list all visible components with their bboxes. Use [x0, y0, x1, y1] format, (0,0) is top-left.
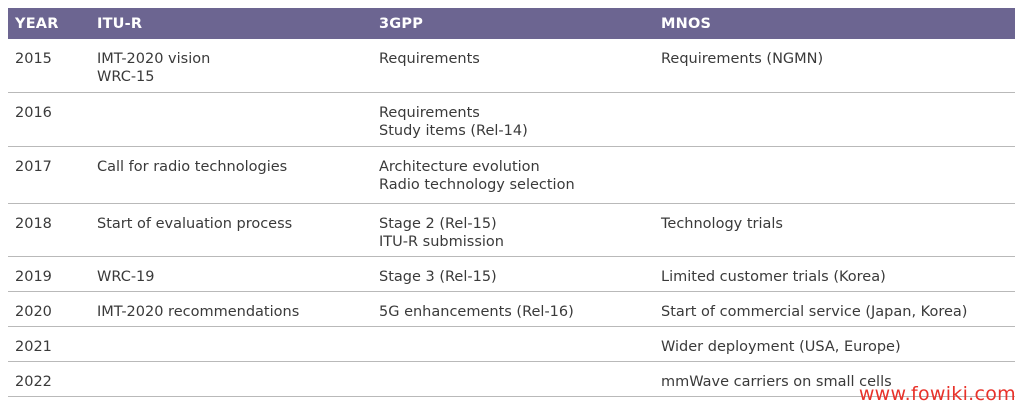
cell-line: Requirements — [379, 105, 480, 121]
cell-mnos: mmWave carriers on small cells — [654, 361, 1015, 397]
cell-mnos: Wider deployment (USA, Europe) — [654, 326, 1015, 362]
cell-mnos — [654, 146, 1015, 204]
cell-line: WRC-15 — [97, 68, 155, 85]
cell-year: 2020 — [8, 291, 90, 327]
cell-itu-r — [90, 326, 372, 362]
cell-itu-r — [90, 361, 372, 397]
cell-line: Stage 3 (Rel-15) — [379, 269, 497, 285]
table-row: 2022 mmWave carriers on small cells — [8, 361, 1015, 397]
header-3gpp: 3GPP — [372, 8, 654, 39]
cell-mnos: Limited customer trials (Korea) — [654, 256, 1015, 292]
cell-itu-r: IMT-2020 vision WRC-15 — [90, 39, 372, 93]
cell-3gpp: Requirements — [372, 39, 654, 93]
cell-line: mmWave carriers on small cells — [661, 374, 892, 390]
cell-line: IMT-2020 recommendations — [97, 304, 300, 320]
header-year: YEAR — [8, 8, 90, 39]
timeline-table: YEAR ITU-R 3GPP MNOS 2015 IMT-2020 vision… — [8, 8, 1015, 397]
cell-line: Start of commercial service (Japan, Kore… — [661, 304, 968, 320]
table-row: 2018 Start of evaluation process Stage 2 (… — [8, 203, 1015, 257]
cell-line: Wider deployment (USA, Europe) — [661, 339, 901, 355]
cell-line: Call for radio technologies — [97, 159, 288, 175]
cell-year: 2018 — [8, 203, 90, 257]
cell-3gpp: Stage 3 (Rel-15) — [372, 256, 654, 292]
table-row: 2016 Requirements Study items (Rel-14) — [8, 92, 1015, 147]
header-mnos: MNOS — [654, 8, 1015, 39]
cell-itu-r: Start of evaluation process — [90, 203, 372, 257]
cell-line: Limited customer trials (Korea) — [661, 269, 886, 285]
cell-itu-r: WRC-19 — [90, 256, 372, 292]
cell-line: Requirements (NGMN) — [661, 51, 824, 67]
cell-3gpp: 5G enhancements (Rel-16) — [372, 291, 654, 327]
cell-line: Study items (Rel-14) — [379, 122, 528, 139]
cell-year: 2022 — [8, 361, 90, 397]
cell-line: Requirements — [379, 51, 480, 67]
cell-mnos: Requirements (NGMN) — [654, 39, 1015, 93]
cell-mnos — [654, 92, 1015, 147]
cell-year: 2016 — [8, 92, 90, 147]
cell-3gpp: Stage 2 (Rel-15) ITU-R submission — [372, 203, 654, 257]
cell-line: Radio technology selection — [379, 176, 575, 193]
cell-year: 2021 — [8, 326, 90, 362]
cell-line: Technology trials — [661, 216, 783, 232]
table-row: 2015 IMT-2020 vision WRC-15 Requirements Req… — [8, 39, 1015, 93]
table-row: 2020 IMT-2020 recommendations 5G enhanceme… — [8, 291, 1015, 327]
cell-itu-r — [90, 92, 372, 147]
cell-year: 2019 — [8, 256, 90, 292]
cell-mnos: Technology trials — [654, 203, 1015, 257]
cell-line: IMT-2020 vision — [97, 51, 211, 67]
cell-3gpp: Architecture evolution Radio technology s… — [372, 146, 654, 204]
watermark-text: www.fowiki.com — [858, 383, 1016, 405]
cell-3gpp — [372, 361, 654, 397]
cell-line: 5G enhancements (Rel-16) — [379, 304, 574, 320]
cell-3gpp: Requirements Study items (Rel-14) — [372, 92, 654, 147]
cell-year: 2015 — [8, 39, 90, 93]
table-body: 2015 IMT-2020 vision WRC-15 Requirements Req… — [8, 39, 1015, 397]
table-row: 2017 Call for radio technologies Architect… — [8, 146, 1015, 204]
cell-line: Stage 2 (Rel-15) — [379, 216, 497, 232]
cell-year: 2017 — [8, 146, 90, 204]
cell-itu-r: IMT-2020 recommendations — [90, 291, 372, 327]
header-itu-r: ITU-R — [90, 8, 372, 39]
cell-line: Start of evaluation process — [97, 216, 293, 232]
cell-3gpp — [372, 326, 654, 362]
cell-mnos: Start of commercial service (Japan, Kore… — [654, 291, 1015, 327]
table-row: 2021 Wider deployment (USA, Europe) — [8, 326, 1015, 362]
table-header: YEAR ITU-R 3GPP MNOS — [8, 8, 1015, 39]
cell-itu-r: Call for radio technologies — [90, 146, 372, 204]
cell-line: Architecture evolution — [379, 159, 540, 175]
header-row: YEAR ITU-R 3GPP MNOS — [8, 8, 1015, 39]
cell-line: ITU-R submission — [379, 233, 504, 250]
cell-line: WRC-19 — [97, 269, 155, 285]
table-row: 2019 WRC-19 Stage 3 (Rel-15) Limited custom… — [8, 256, 1015, 292]
